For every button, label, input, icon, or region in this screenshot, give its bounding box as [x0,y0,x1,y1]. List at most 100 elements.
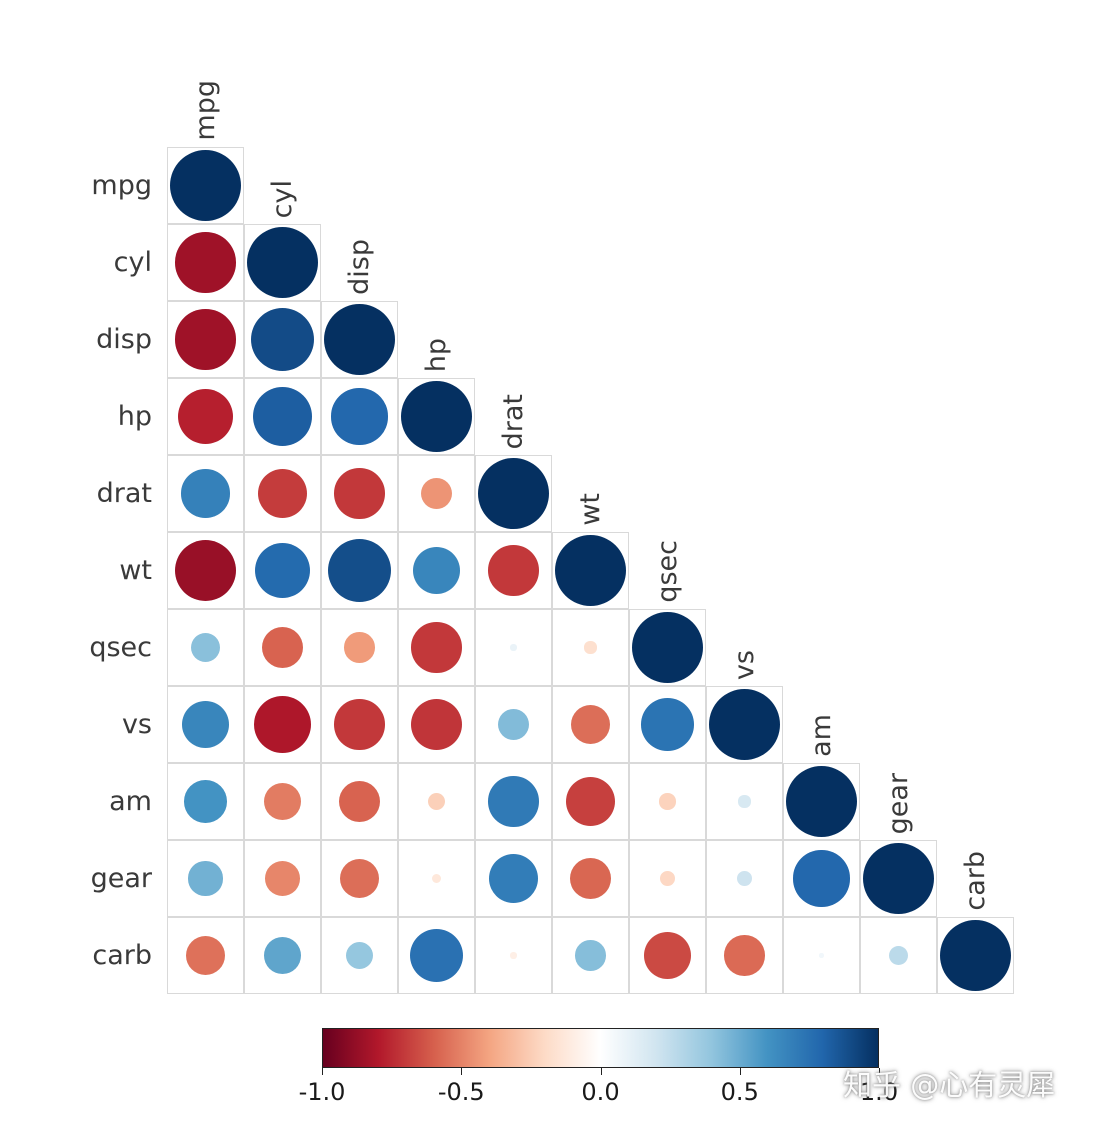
corr-cell-qsec-cyl [244,609,321,686]
corr-cell-qsec-hp [398,609,475,686]
corr-circle [660,871,675,886]
corr-circle [175,309,236,370]
row-label-cyl: cyl [113,247,152,278]
row-label-am: am [109,786,152,817]
corr-cell-gear-gear [860,840,937,917]
corr-cell-drat-drat [475,455,552,532]
corr-cell-carb-hp [398,917,475,994]
corr-circle [254,542,311,599]
corr-circle [182,701,229,748]
row-label-vs: vs [121,709,152,740]
corr-cell-carb-gear [860,917,937,994]
corr-circle [409,928,464,983]
col-label-gear: gear [882,772,914,834]
corr-cell-qsec-mpg [167,609,244,686]
corr-circle [190,632,221,663]
corr-circle [257,468,308,519]
corr-cell-hp-disp [321,378,398,455]
corr-circle [793,850,850,907]
corr-circle [709,689,780,760]
corr-circle [188,861,223,896]
corr-cell-gear-hp [398,840,475,917]
corr-circle [413,547,460,594]
corr-circle [431,873,442,884]
watermark: 知乎 @心有灵犀 [843,1068,1056,1102]
corr-cell-mpg-mpg [167,147,244,224]
corr-circle [411,622,462,673]
row-label-gear: gear [90,863,152,894]
corr-cell-vs-cyl [244,686,321,763]
corr-circle [488,776,539,827]
corr-cell-gear-wt [552,840,629,917]
corr-circle [584,641,597,654]
row-label-carb: carb [92,940,152,971]
corr-circle [569,857,612,900]
corr-circle [345,941,374,970]
legend-tick-label: 0.5 [720,1078,759,1106]
corr-circle [555,535,626,606]
corr-cell-vs-hp [398,686,475,763]
col-label-wt: wt [574,493,606,526]
corr-circle [570,704,611,745]
corr-cell-am-disp [321,763,398,840]
corr-circle [327,538,392,603]
corr-cell-gear-drat [475,840,552,917]
corr-cell-qsec-disp [321,609,398,686]
corr-cell-vs-drat [475,686,552,763]
corr-cell-drat-disp [321,455,398,532]
row-label-mpg: mpg [91,170,152,201]
corr-circle [339,858,380,899]
corr-circle [888,945,909,966]
corr-circle [401,381,472,452]
row-label-hp: hp [117,401,152,432]
corr-cell-am-cyl [244,763,321,840]
legend-tick [879,1068,880,1075]
corr-circle [250,307,315,372]
corr-cell-wt-cyl [244,532,321,609]
corr-cell-wt-disp [321,532,398,609]
corr-circle [253,387,312,446]
col-label-cyl: cyl [266,179,298,218]
corr-circle [940,920,1011,991]
corr-circle [478,458,549,529]
corr-circle [659,793,676,810]
corr-circle [738,795,751,808]
corr-circle [181,469,230,518]
legend-tick [322,1068,323,1075]
col-label-am: am [805,714,837,757]
col-label-vs: vs [728,649,760,680]
corr-cell-cyl-mpg [167,224,244,301]
corr-cell-vs-vs [706,686,783,763]
corr-circle [177,388,234,445]
col-label-disp: disp [343,239,375,295]
legend-tick-label: 0.0 [581,1078,620,1106]
corr-cell-carb-carb [937,917,1014,994]
corr-cell-carb-drat [475,917,552,994]
corr-circle [253,695,312,754]
corr-cell-drat-cyl [244,455,321,532]
corr-circle [324,304,395,375]
row-label-disp: disp [96,324,152,355]
corr-cell-gear-vs [706,840,783,917]
legend-tick-label: -1.0 [298,1078,346,1106]
corr-cell-gear-cyl [244,840,321,917]
col-label-drat: drat [497,393,529,449]
corr-circle [497,708,530,741]
corr-circle [786,766,857,837]
corr-cell-gear-disp [321,840,398,917]
corr-circle [334,699,385,750]
corr-circle [575,940,606,971]
corr-circle [488,853,539,904]
corr-circle [644,932,691,979]
corr-circle [247,227,318,298]
corr-circle [261,626,304,669]
corr-cell-hp-hp [398,378,475,455]
corr-circle [488,545,539,596]
corr-circle [427,792,446,811]
corr-cell-am-mpg [167,763,244,840]
corr-circle [175,232,236,293]
corr-cell-carb-qsec [629,917,706,994]
corr-circle [420,477,453,510]
corr-cell-carb-vs [706,917,783,994]
corr-cell-wt-drat [475,532,552,609]
